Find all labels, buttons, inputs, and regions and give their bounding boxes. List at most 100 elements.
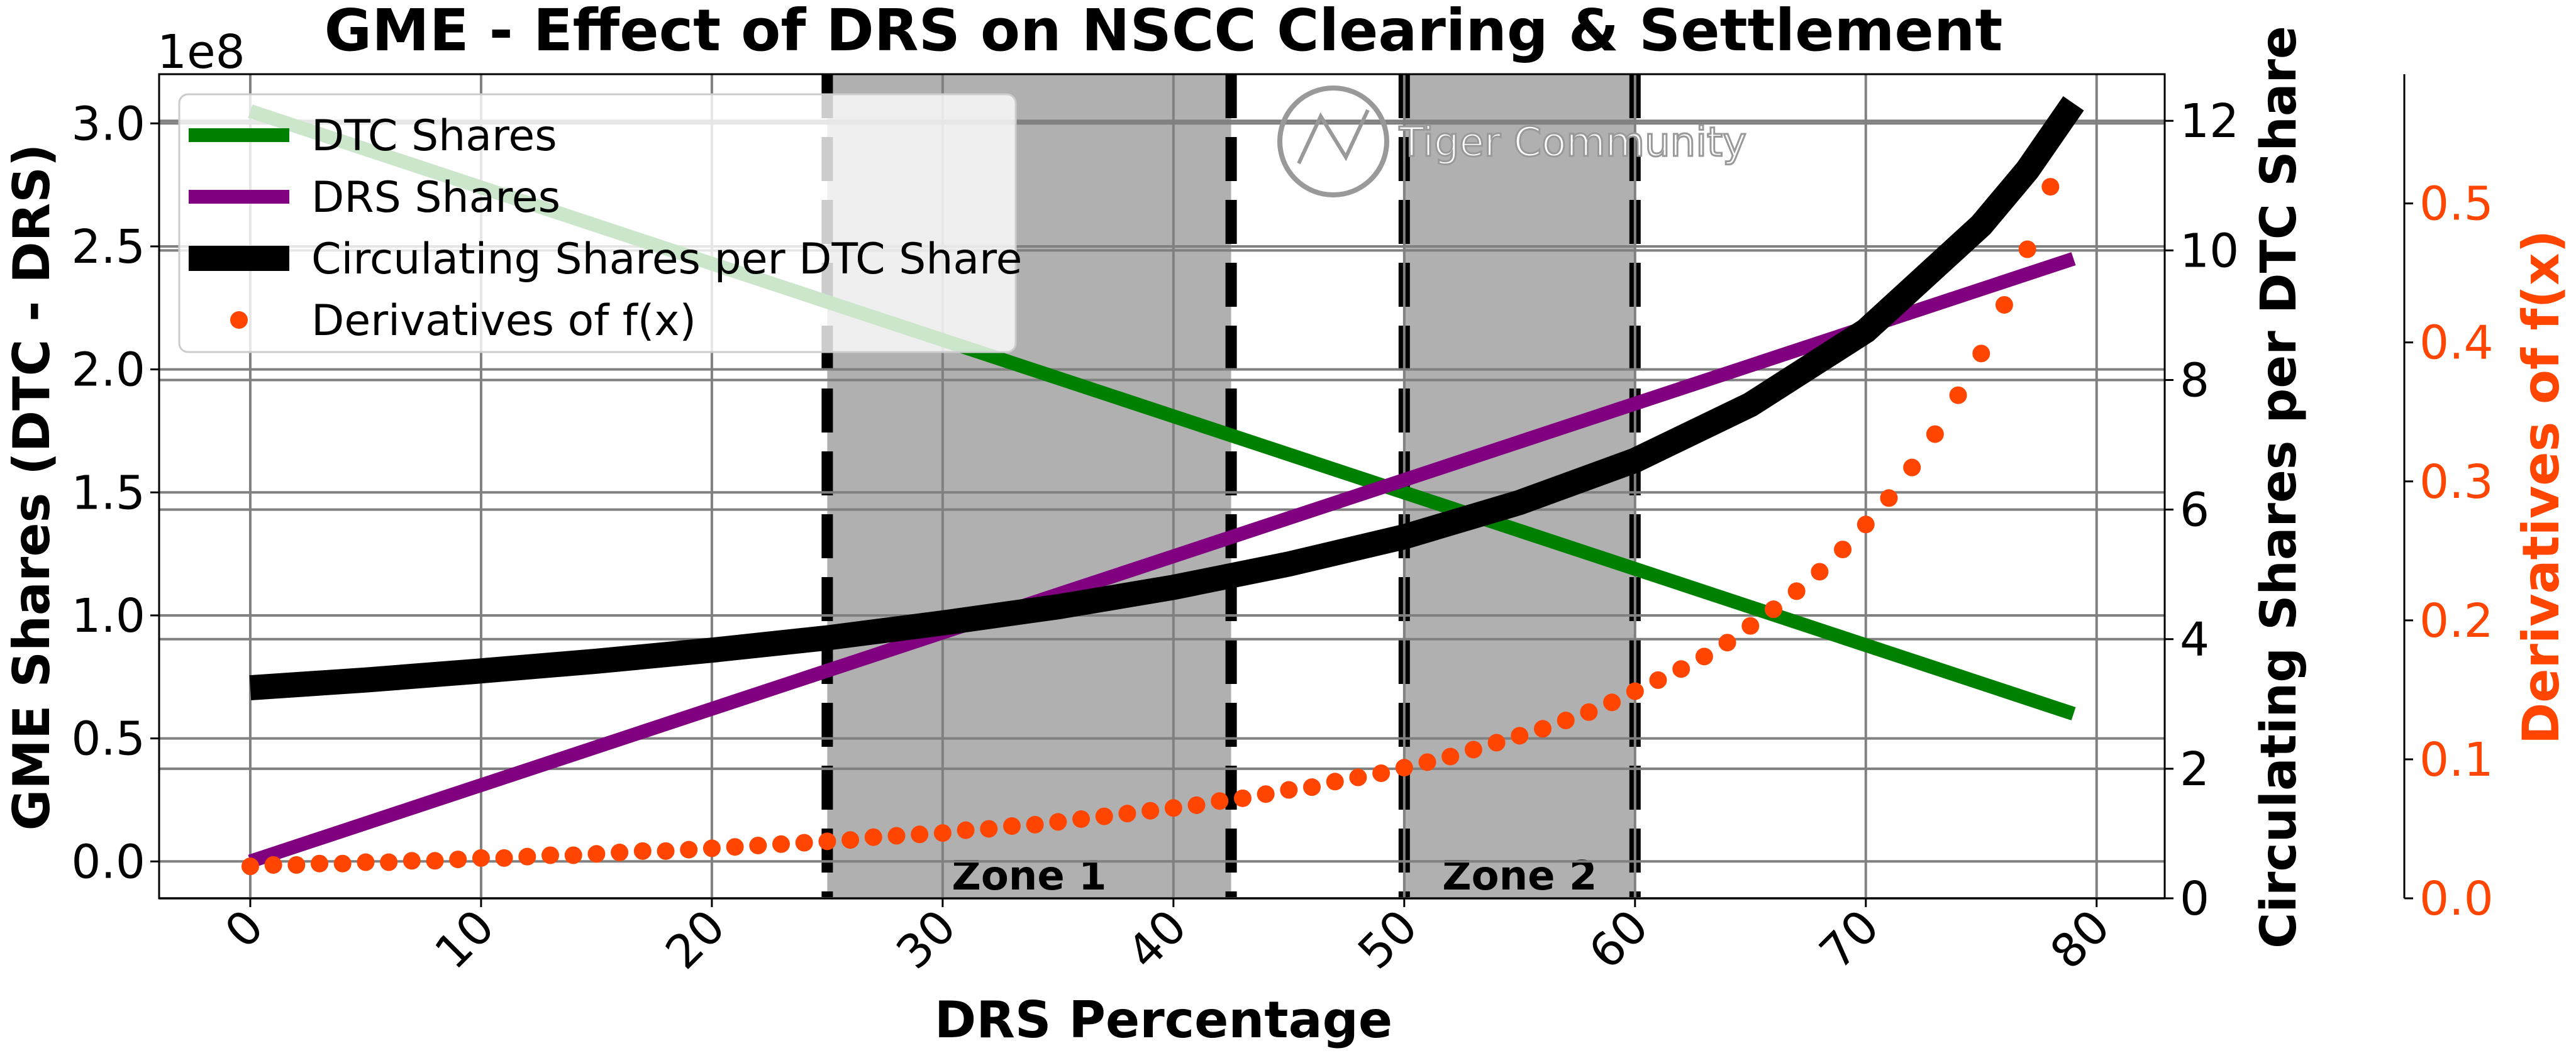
y-right-tick-label: 2: [2180, 742, 2209, 796]
derivative-point: [333, 854, 352, 873]
y-right2-tick-label: 0.0: [2419, 872, 2494, 926]
derivative-point: [287, 856, 306, 874]
derivative-point: [1972, 344, 1990, 363]
derivative-point: [1557, 712, 1575, 730]
derivative-point: [1002, 817, 1021, 835]
derivative-point: [1233, 789, 1252, 807]
derivative-point: [1280, 781, 1298, 799]
watermark-logo-icon: [1277, 85, 1389, 197]
derivative-point: [1211, 792, 1229, 810]
legend-marker-derivative: [230, 311, 248, 329]
derivative-point: [564, 846, 582, 864]
derivative-point: [1418, 753, 1436, 771]
watermark-text: Tiger Community: [1399, 119, 1746, 166]
derivative-point: [311, 854, 329, 873]
derivative-point: [264, 856, 282, 874]
derivative-point: [518, 847, 536, 866]
derivative-point: [772, 835, 790, 853]
derivative-point: [1626, 682, 1644, 700]
derivative-point: [933, 824, 952, 842]
series-line-1: [248, 252, 2076, 868]
derivative-point: [587, 845, 606, 863]
x-tick-label: 30: [886, 900, 966, 979]
y-tick-label: 0.5: [71, 712, 145, 766]
y-tick-label: 2.0: [71, 343, 145, 397]
x-tick-label: 80: [2040, 900, 2120, 979]
y-axis-right2-label: Derivatives of f(x): [2512, 230, 2570, 744]
x-tick-label: 60: [1579, 900, 1658, 979]
y-tick-label: 3.0: [71, 97, 145, 151]
derivative-point: [2041, 178, 2060, 196]
legend-box: [178, 93, 1017, 353]
y-right2-tick-label: 0.5: [2419, 177, 2494, 231]
derivative-point: [611, 844, 629, 862]
x-tick-label: 50: [1348, 900, 1428, 979]
derivative-point: [1949, 386, 1967, 404]
derivative-point: [495, 849, 513, 867]
derivative-point: [1257, 785, 1275, 803]
derivative-point: [841, 831, 860, 849]
derivative-point: [1534, 720, 1552, 738]
x-tick-label: 20: [655, 900, 735, 979]
derivative-point: [1718, 634, 1736, 652]
derivative-point: [1903, 458, 1921, 477]
y-right-tick-label: 4: [2180, 613, 2209, 667]
y-right2-tick-label: 0.1: [2419, 733, 2494, 787]
y-axis-label: GME Shares (DTC - DRS): [3, 144, 61, 831]
watermark-tiger-icon: [1297, 109, 1370, 165]
derivative-point: [241, 857, 259, 876]
derivative-point: [1834, 541, 1852, 559]
derivative-point: [726, 838, 744, 856]
chart-title: GME - Effect of DRS on NSCC Clearing & S…: [325, 0, 2003, 64]
derivative-point: [680, 840, 698, 859]
y-right2-tick-label: 0.3: [2419, 455, 2494, 509]
derivative-point: [1026, 815, 1044, 834]
derivative-point: [1880, 489, 1898, 507]
x-tick-label: 70: [1809, 900, 1889, 979]
derivative-point: [1303, 778, 1321, 796]
derivative-point: [1095, 807, 1113, 825]
derivative-point: [1441, 747, 1460, 766]
watermark: Tiger Community: [1277, 85, 1747, 197]
derivative-point: [1672, 660, 1690, 678]
derivative-point: [1487, 734, 1506, 752]
derivative-point: [426, 852, 444, 870]
x-axis-label: DRS Percentage: [935, 991, 1392, 1049]
x-tick-label: 10: [425, 900, 504, 979]
derivative-point: [957, 821, 975, 839]
derivative-point: [1187, 796, 1206, 814]
derivative-point: [1926, 425, 1944, 443]
derivative-point: [541, 846, 560, 864]
x-tick-label: 0: [215, 900, 274, 959]
derivative-point: [1049, 813, 1067, 831]
derivative-point: [1995, 295, 2013, 314]
derivative-point: [633, 842, 652, 860]
derivative-point: [357, 853, 375, 871]
derivative-point: [402, 852, 421, 870]
derivative-point: [1695, 647, 1713, 666]
y-right-tick-label: 12: [2180, 94, 2239, 148]
derivative-point: [1741, 617, 1760, 635]
legend-label: DRS Shares: [311, 173, 560, 223]
derivative-point: [795, 834, 813, 852]
y-right2-tick-label: 0.4: [2419, 316, 2494, 370]
legend-label: Derivatives of f(x): [311, 296, 696, 346]
derivative-point: [702, 839, 721, 857]
y-right-tick-label: 10: [2180, 224, 2239, 278]
derivative-point: [1464, 741, 1482, 759]
x-tick-label: 40: [1117, 900, 1197, 979]
y-tick-label: 0.0: [71, 835, 145, 889]
derivative-point: [1118, 805, 1136, 823]
y-right-tick-label: 6: [2180, 483, 2209, 537]
derivative-point: [1141, 802, 1160, 820]
zone-label: Zone 1: [952, 853, 1106, 900]
derivative-point: [1395, 759, 1413, 777]
y-tick-label: 1.0: [71, 589, 145, 643]
derivative-point: [1857, 515, 1875, 534]
y-right2-tick-label: 0.2: [2419, 594, 2494, 648]
derivative-point: [1764, 600, 1782, 619]
y-right-tick-label: 8: [2180, 353, 2209, 407]
plot-frame: [158, 73, 2166, 900]
derivative-point: [1164, 799, 1182, 817]
